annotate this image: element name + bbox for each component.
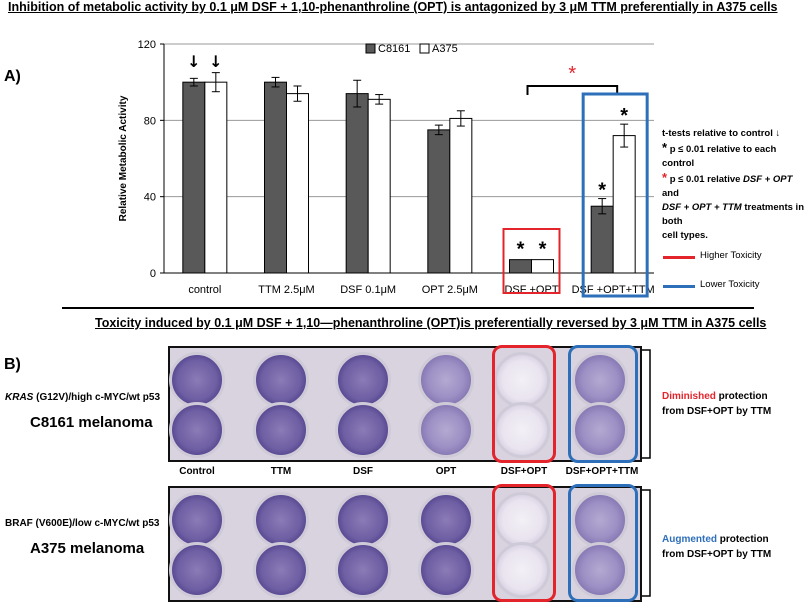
panel-divider — [62, 307, 754, 309]
bar-c8161 — [590, 205, 614, 274]
bar-chart: 0 40 80 120 Relative Metabolic Activity contr… — [118, 39, 655, 298]
bar-c8161 — [509, 259, 532, 274]
well — [253, 492, 309, 548]
y-tick-label: 0 — [150, 268, 156, 280]
well — [335, 492, 391, 548]
well — [169, 492, 225, 548]
well — [253, 352, 309, 408]
higher-toxicity-label: Higher Toxicity — [700, 250, 762, 261]
well — [418, 492, 474, 548]
y-tick-label: 120 — [138, 39, 156, 51]
well — [169, 542, 225, 598]
well — [335, 542, 391, 598]
bar-a375 — [286, 93, 309, 274]
panel-b-title: Toxicity induced by 0.1 μM DSF + 1,10—ph… — [95, 316, 767, 330]
panel-a-title: Inhibition of metabolic activity by 0.1 … — [8, 0, 778, 14]
lower-toxicity-label: Lower Toxicity — [700, 279, 760, 290]
x-tick-label: OPT 2.5μM — [422, 284, 478, 296]
comparison-bracket — [526, 85, 619, 95]
well — [418, 542, 474, 598]
column-label-opt: OPT — [435, 466, 457, 477]
bar-c8161 — [264, 81, 287, 274]
significance-notes: t-tests relative to control ↓ * p ≤ 0.01… — [662, 127, 807, 243]
well — [169, 402, 225, 458]
well — [335, 402, 391, 458]
column-labels: Control TTM DSF OPT DSF+OPT DSF+OPT+TTM — [0, 466, 807, 482]
dsf-opt-ttm-highlight-a375 — [568, 484, 638, 602]
note-line-3: * p ≤ 0.01 relative DSF + OPT and — [662, 170, 793, 200]
well — [494, 542, 550, 598]
column-label-dsf: DSF — [353, 466, 373, 477]
control-arrow: ↓ — [209, 52, 222, 71]
row1-genotype: KRAS (G12V)/high c-MYC/wt p53 — [5, 392, 161, 403]
control-arrow: ↓ — [187, 52, 200, 71]
well — [572, 542, 628, 598]
dsf-opt-highlight-a375 — [492, 484, 556, 602]
bar-a375 — [531, 259, 554, 274]
bar-c8161 — [427, 129, 451, 274]
well — [418, 352, 474, 408]
bar-a375 — [449, 117, 473, 274]
note-line-1: t-tests relative to control ↓ — [662, 128, 781, 139]
dsf-opt-highlight-c8161 — [492, 345, 556, 463]
column-label-dsf-opt: DSF+OPT — [500, 466, 548, 477]
comparison-star: * — [568, 63, 576, 85]
well — [335, 352, 391, 408]
row2-genotype: BRAF (V600E)/low c-MYC/wt p53 — [5, 518, 160, 529]
y-tick-label: 80 — [144, 115, 156, 127]
higher-toxicity-box — [502, 228, 561, 294]
significance-star: * — [598, 180, 606, 202]
legend-label-c8161: C8161 — [378, 43, 410, 55]
bar-a375 — [367, 98, 391, 274]
panel-a-label: A) — [4, 68, 21, 85]
significance-star: * — [517, 239, 525, 261]
y-tick-label: 40 — [144, 192, 156, 204]
x-tick-label: control — [188, 284, 221, 296]
panel-b-label: B) — [4, 356, 21, 373]
legend-label-a375: A375 — [432, 43, 458, 55]
well — [572, 402, 628, 458]
y-axis-label: Relative Metabolic Activity — [118, 95, 129, 221]
note-line-5: cell types. — [662, 230, 708, 241]
well — [253, 542, 309, 598]
legend-swatch-a375 — [419, 43, 430, 54]
significance-star: * — [620, 105, 628, 127]
column-label-dsf-opt-ttm: DSF+OPT+TTM — [565, 466, 639, 477]
column-label-control: Control — [179, 466, 215, 477]
bracket-a375 — [642, 489, 651, 597]
well — [169, 352, 225, 408]
x-tick-label: DSF +OPT — [504, 284, 558, 296]
lower-toxicity-swatch — [663, 285, 695, 288]
row2-protection-note: Augmented protection from DSF+OPT by TTM — [662, 534, 772, 560]
row-brackets — [642, 349, 651, 597]
bracket-c8161 — [642, 349, 651, 459]
bar-c8161 — [182, 81, 206, 274]
note-line-2: * p ≤ 0.01 relative to each control — [662, 140, 777, 170]
plate-a375 — [168, 486, 642, 602]
dsf-opt-ttm-highlight-c8161 — [568, 345, 638, 463]
well — [494, 402, 550, 458]
higher-toxicity-swatch — [663, 256, 695, 259]
row2-cell-line: A375 melanoma — [30, 540, 145, 557]
column-label-ttm: TTM — [270, 466, 292, 477]
row1-cell-line: C8161 melanoma — [30, 414, 153, 431]
bar-a375 — [612, 135, 636, 274]
lower-toxicity-box — [581, 92, 649, 298]
significance-star: * — [539, 239, 547, 261]
well — [253, 402, 309, 458]
well — [494, 492, 550, 548]
bar-c8161 — [345, 93, 369, 274]
legend-swatch-c8161 — [365, 43, 376, 54]
x-tick-label: TTM 2.5μM — [258, 284, 314, 296]
x-tick-label: DSF +OPT+TTM — [572, 284, 655, 296]
row1-protection-note: Diminished protection from DSF+OPT by TT… — [662, 391, 772, 417]
x-tick-label: DSF 0.1μM — [340, 284, 396, 296]
well — [418, 402, 474, 458]
plate-c8161 — [168, 346, 642, 462]
note-line-4: DSF + OPT + TTM treatments in both — [662, 202, 804, 227]
bar-a375 — [204, 81, 228, 274]
